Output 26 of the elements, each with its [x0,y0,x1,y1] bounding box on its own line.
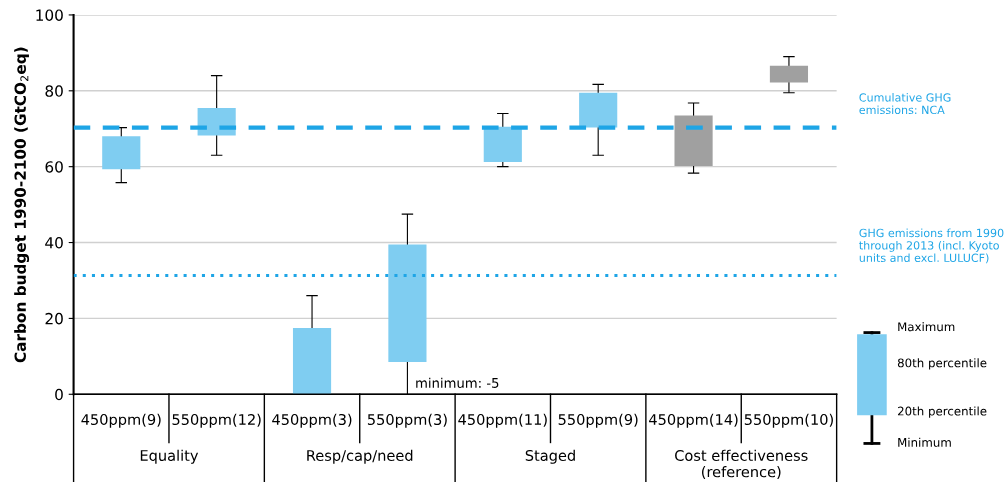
x-tick-label: 550ppm(3) [367,413,447,428]
y-tick-label: 40 [45,237,63,249]
text: Resp/cap/need [307,449,413,464]
text: Maximum [898,322,955,332]
text: Cost effectiveness (reference) [675,449,808,480]
text: 80th percentile [897,358,987,370]
text: 20th percentile [897,406,987,418]
x-tick-label: 550ppm(10) [744,413,833,428]
y-tick-label: 20 [45,312,63,325]
ref-line-label: Cumulative GHG emissions: NCA [859,93,951,115]
text: Minimum [898,437,951,447]
y-tick-label: 80 [45,85,63,97]
ref-line-label: GHG emissions from 1990 through 2013 (incl. Kyoto units and excl. LULUCF) [859,228,1004,264]
x-tick-label: 450ppm(9) [81,413,161,428]
x-tick-label: 450ppm(3) [272,413,352,428]
y-axis-title: Carbon budget 1990-2100 (GtCO$_{2}$eq) [14,47,30,363]
text: Staged [525,449,575,464]
x-tick-label: 450ppm(14) [649,413,738,428]
y-tick-label: 0 [55,388,63,401]
x-tick-label: 550ppm(9) [558,413,638,428]
text: Equality [140,449,199,464]
x-tick-label: 550ppm(12) [172,413,261,428]
annotation: minimum: -5 [416,377,499,388]
y-tick-label: 60 [45,161,63,173]
x-tick-label: 450ppm(11) [458,413,547,428]
y-tick-label: 100 [36,9,63,21]
